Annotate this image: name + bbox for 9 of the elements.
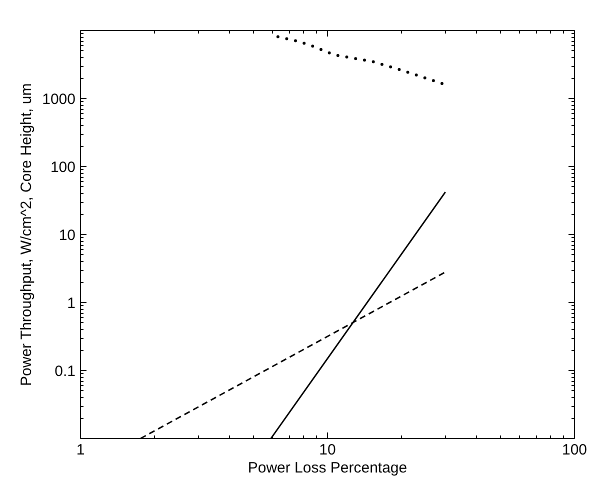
y-tick-label: 100 [50, 159, 76, 176]
y-tick-label: 1 [67, 295, 76, 312]
x-axis-title: Power Loss Percentage [248, 460, 408, 476]
y-tick-label: 10 [58, 227, 76, 244]
x-tick-label: 10 [319, 442, 336, 458]
y-tick-label: 1000 [42, 91, 76, 108]
x-tick-label: 100 [562, 442, 588, 458]
y-tick-label: 0.1 [54, 363, 76, 380]
y-axis-title: Power Throughput, W/cm^2, Core Height, um [18, 83, 36, 386]
